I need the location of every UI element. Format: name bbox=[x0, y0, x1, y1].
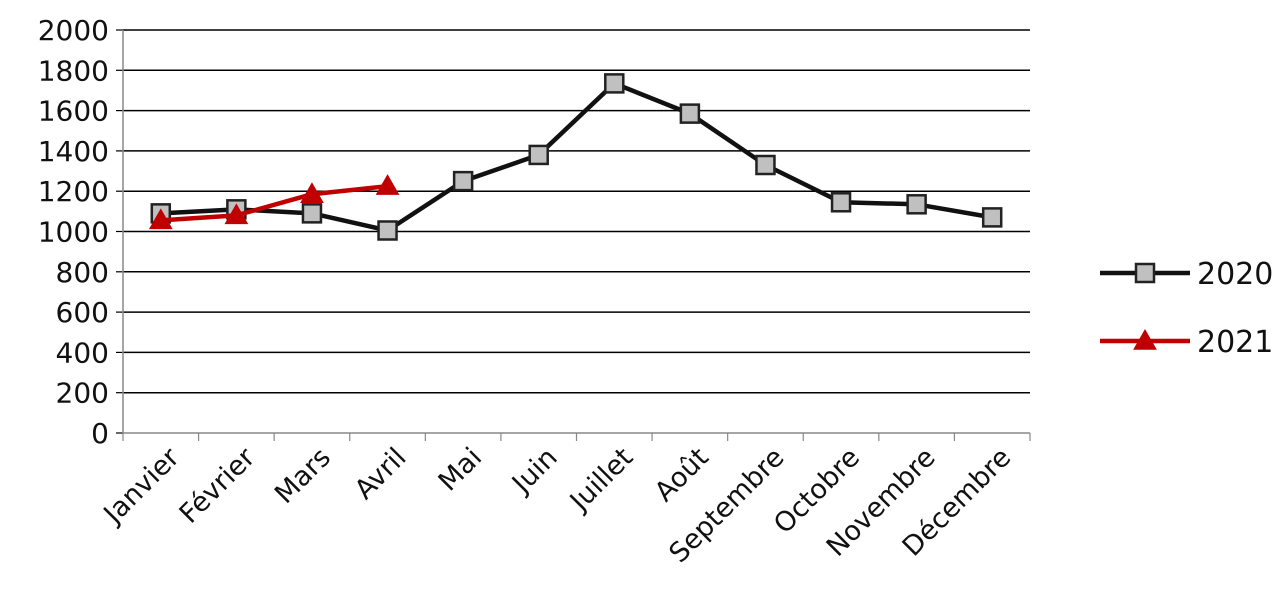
y-tick-label: 0 bbox=[91, 417, 109, 450]
gridlines bbox=[123, 29, 1030, 394]
x-tick-label: Juillet bbox=[563, 442, 639, 518]
x-tick-label: Avril bbox=[349, 442, 413, 506]
data-point-marker bbox=[528, 144, 549, 166]
y-tick-label: 400 bbox=[56, 336, 109, 369]
x-tick-label: Février bbox=[174, 441, 262, 529]
series-line bbox=[160, 183, 388, 223]
x-tick-label: Janvier bbox=[97, 441, 187, 531]
x-tick-label: Juin bbox=[505, 442, 563, 500]
y-tick-label: 1000 bbox=[38, 216, 109, 249]
data-point-marker bbox=[981, 207, 1003, 228]
y-tick-label: 1200 bbox=[38, 175, 109, 208]
data-point-marker bbox=[679, 103, 701, 124]
axes bbox=[116, 29, 1031, 441]
legend-label: 2021 bbox=[1197, 325, 1273, 360]
legend-marker bbox=[1133, 328, 1157, 350]
data-point-marker bbox=[224, 203, 249, 225]
y-tick-label: 1400 bbox=[38, 135, 109, 168]
data-point-marker bbox=[301, 203, 323, 224]
y-tick-label: 600 bbox=[56, 296, 109, 329]
data-point-marker bbox=[452, 170, 474, 192]
legend-item-2021: 2021 bbox=[1100, 325, 1273, 360]
y-tick-label: 2000 bbox=[38, 14, 109, 47]
y-tick-label: 1800 bbox=[38, 54, 109, 87]
data-point-marker bbox=[300, 182, 324, 203]
legend-marker bbox=[1134, 262, 1156, 284]
x-tick-label: Mai bbox=[433, 442, 488, 497]
y-tick-label: 200 bbox=[56, 377, 109, 410]
legend-item-2020: 2020 bbox=[1100, 257, 1273, 292]
data-point-marker bbox=[377, 220, 398, 241]
y-tick-label: 1600 bbox=[38, 95, 109, 128]
x-tick-label: Mars bbox=[269, 442, 337, 510]
data-point-marker bbox=[830, 192, 852, 213]
data-point-marker bbox=[148, 208, 173, 230]
y-tick-label: 800 bbox=[56, 256, 109, 289]
legend-label: 2020 bbox=[1197, 257, 1273, 292]
x-tick-label: Août bbox=[649, 442, 715, 508]
y-axis-tick-labels: 0 200 400 600 800 1000 1200 1400 1600 1800 2000 bbox=[38, 14, 109, 450]
series-2021 bbox=[148, 174, 400, 230]
series-line bbox=[160, 81, 993, 233]
data-point-marker bbox=[375, 174, 400, 195]
data-point-marker bbox=[604, 73, 625, 94]
data-point-marker bbox=[755, 154, 776, 176]
data-point-marker bbox=[906, 194, 927, 215]
series-lines bbox=[148, 73, 1003, 241]
series-2020 bbox=[150, 73, 1003, 241]
legend: 2020 2021 bbox=[1100, 257, 1273, 360]
